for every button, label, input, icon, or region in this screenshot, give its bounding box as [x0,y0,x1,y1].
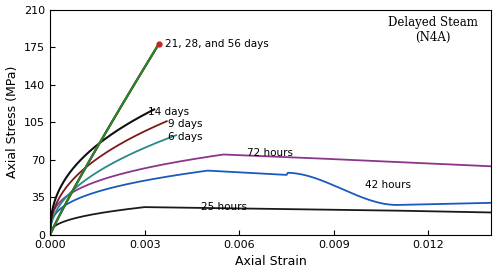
Y-axis label: Axial Stress (MPa): Axial Stress (MPa) [5,66,18,178]
Text: 6 days: 6 days [168,132,203,142]
Text: Delayed Steam
(N4A): Delayed Steam (N4A) [388,16,478,44]
Text: 72 hours: 72 hours [247,149,293,158]
Text: 21, 28, and 56 days: 21, 28, and 56 days [165,39,269,49]
X-axis label: Axial Strain: Axial Strain [235,255,307,269]
Text: 9 days: 9 days [168,119,203,129]
Text: 42 hours: 42 hours [365,179,412,190]
Text: 25 hours: 25 hours [201,202,248,212]
Text: 14 days: 14 days [148,107,189,116]
